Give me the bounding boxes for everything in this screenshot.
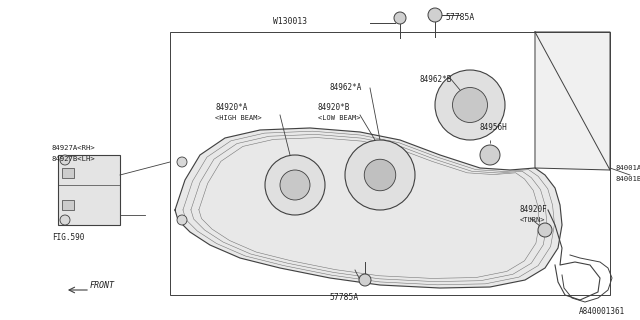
Text: 84927A<RH>: 84927A<RH> bbox=[52, 145, 96, 151]
Circle shape bbox=[480, 145, 500, 165]
Circle shape bbox=[359, 274, 371, 286]
Circle shape bbox=[60, 155, 70, 165]
Circle shape bbox=[177, 157, 187, 167]
Bar bbox=[58, 155, 120, 225]
Text: 84962*B: 84962*B bbox=[420, 76, 452, 84]
Text: 84920*B: 84920*B bbox=[318, 103, 350, 113]
Text: A840001361: A840001361 bbox=[579, 308, 625, 316]
Circle shape bbox=[452, 87, 488, 123]
Text: <HIGH BEAM>: <HIGH BEAM> bbox=[215, 115, 262, 121]
Text: <LOW BEAM>: <LOW BEAM> bbox=[318, 115, 360, 121]
Polygon shape bbox=[535, 32, 610, 170]
Bar bbox=[170, 32, 610, 295]
Text: 57785A: 57785A bbox=[445, 13, 474, 22]
Text: 84927B<LH>: 84927B<LH> bbox=[52, 156, 96, 162]
Circle shape bbox=[364, 159, 396, 191]
Text: <TURN>: <TURN> bbox=[520, 217, 545, 223]
Circle shape bbox=[177, 215, 187, 225]
Bar bbox=[62, 168, 74, 178]
Circle shape bbox=[60, 215, 70, 225]
Text: W130013: W130013 bbox=[273, 18, 307, 27]
Circle shape bbox=[345, 140, 415, 210]
Circle shape bbox=[265, 155, 325, 215]
Text: 84001B<LH>: 84001B<LH> bbox=[615, 176, 640, 182]
Text: 57785A: 57785A bbox=[330, 293, 359, 302]
Polygon shape bbox=[175, 128, 562, 288]
Text: 84920F: 84920F bbox=[520, 205, 548, 214]
Text: 84001A<RH>: 84001A<RH> bbox=[615, 165, 640, 171]
Circle shape bbox=[428, 8, 442, 22]
Text: 84956H: 84956H bbox=[480, 124, 508, 132]
Circle shape bbox=[435, 70, 505, 140]
Text: FIG.590: FIG.590 bbox=[52, 234, 84, 243]
Circle shape bbox=[394, 12, 406, 24]
Text: 84962*A: 84962*A bbox=[330, 84, 362, 92]
Circle shape bbox=[280, 170, 310, 200]
Text: 84920*A: 84920*A bbox=[215, 103, 248, 113]
Text: FRONT: FRONT bbox=[90, 281, 115, 290]
Circle shape bbox=[538, 223, 552, 237]
Bar bbox=[62, 200, 74, 210]
